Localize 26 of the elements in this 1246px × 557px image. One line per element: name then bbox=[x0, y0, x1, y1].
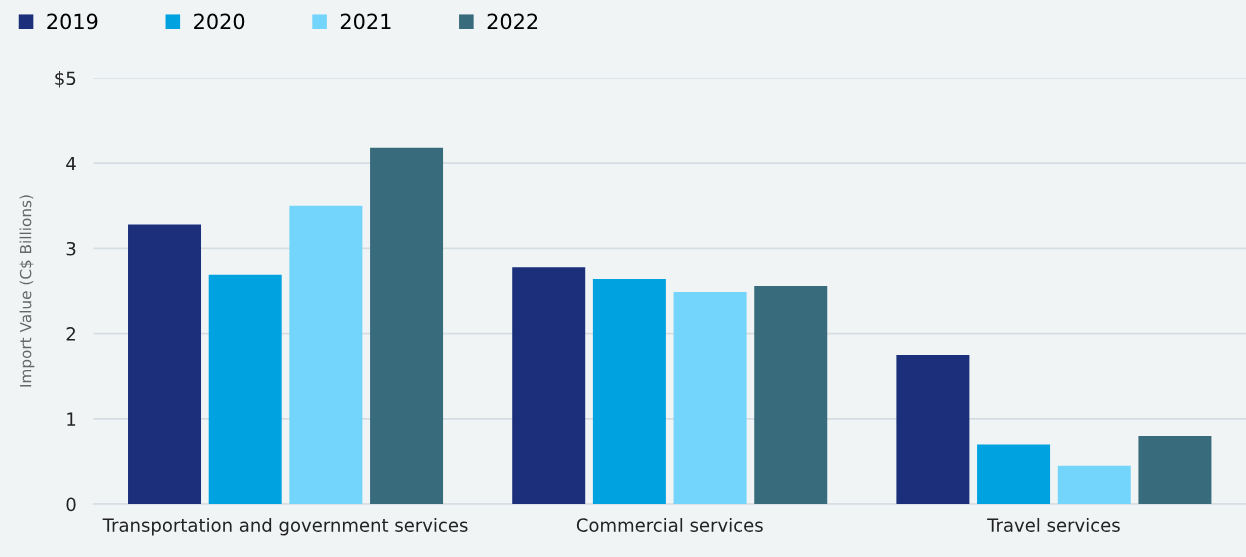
y-tick-label: 4 bbox=[66, 156, 76, 171]
bar bbox=[896, 354, 970, 505]
bar bbox=[512, 267, 586, 505]
y-axis-title: Import Value (C$ Billions) bbox=[19, 195, 35, 387]
bar bbox=[1057, 465, 1131, 505]
legend-label: 2020 bbox=[194, 13, 245, 30]
bar bbox=[754, 285, 828, 505]
legend-label: 2021 bbox=[340, 13, 391, 30]
bar bbox=[208, 274, 282, 505]
bar bbox=[289, 205, 363, 505]
x-tick-label: Commercial services bbox=[576, 517, 763, 532]
y-tick-label: 2 bbox=[66, 327, 75, 341]
y-tick-label: $5 bbox=[55, 71, 76, 88]
y-tick-label: 0 bbox=[66, 497, 76, 512]
x-tick-label: Travel services bbox=[987, 517, 1120, 532]
bar bbox=[128, 224, 202, 505]
legend-label: 2019 bbox=[47, 13, 98, 30]
bar bbox=[1138, 435, 1212, 505]
legend-label: 2022 bbox=[487, 13, 538, 30]
bar bbox=[592, 279, 666, 505]
y-tick-label: 1 bbox=[67, 412, 76, 426]
y-tick-label: 3 bbox=[66, 241, 76, 256]
bar bbox=[370, 147, 444, 505]
bar bbox=[977, 444, 1051, 505]
bar bbox=[673, 291, 747, 505]
x-tick-label: Transportation and government services bbox=[102, 517, 468, 536]
